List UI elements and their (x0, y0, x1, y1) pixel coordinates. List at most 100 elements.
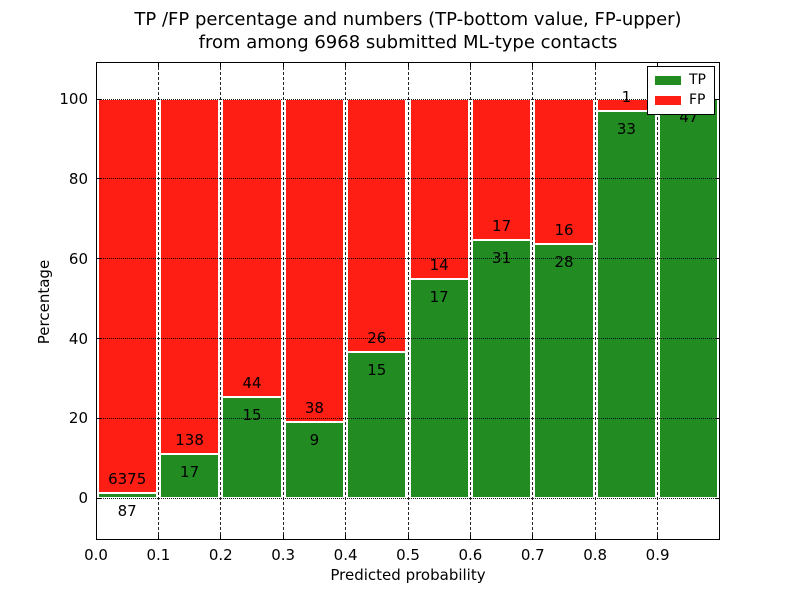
legend-entry-tp: TP (655, 72, 706, 89)
x-tick-mark (657, 62, 659, 67)
y-tick-mark (96, 497, 101, 499)
x-tick-mark (407, 535, 409, 540)
x-tick-mark (95, 62, 97, 67)
x-tick-mark (657, 535, 659, 540)
bar-label-tp: 28 (554, 253, 574, 272)
gridline-vertical (594, 62, 596, 540)
bar-segment-fp (471, 99, 532, 241)
legend-entry-fp: FP (655, 92, 706, 109)
legend: TP FP (647, 66, 715, 115)
bar-segment-tp (222, 396, 282, 499)
chart-title: TP /FP percentage and numbers (TP-bottom… (96, 8, 720, 54)
x-tick-mark (157, 535, 159, 540)
legend-swatch-tp-icon (655, 76, 681, 85)
x-tick-mark (469, 62, 471, 67)
x-tick-mark (532, 535, 534, 540)
gridline-horizontal (96, 98, 720, 100)
y-tick-label: 100 (59, 90, 88, 109)
y-tick-mark (715, 497, 720, 499)
bar-label-fp: 14 (429, 256, 449, 275)
y-tick-label: 60 (68, 249, 88, 268)
bar-segment-fp (159, 99, 220, 455)
gridline-horizontal (96, 497, 720, 499)
bar-segment-fp (409, 99, 469, 280)
x-tick-label: 0.7 (520, 546, 545, 564)
x-tick-label: 0.2 (208, 546, 233, 564)
bar-segment-tp (409, 279, 469, 499)
legend-label-tp: TP (689, 72, 706, 88)
bar-segment-fp (347, 99, 407, 353)
bar-segment-fp (534, 99, 594, 245)
bar-label-tp: 15 (367, 361, 387, 380)
y-tick-mark (96, 258, 101, 260)
y-tick-mark (96, 417, 101, 419)
gridline-vertical (532, 62, 534, 540)
bar-label-fp: 138 (175, 431, 204, 450)
x-tick-label: 0.6 (458, 546, 483, 564)
bar-segment-tp (596, 110, 657, 499)
y-tick-label: 0 (78, 489, 88, 508)
gridline-vertical (657, 62, 659, 540)
legend-label-fp: FP (689, 92, 706, 108)
x-tick-mark (282, 535, 284, 540)
y-tick-mark (715, 338, 720, 339)
x-tick-label: 0.0 (84, 546, 108, 564)
gridline-vertical (345, 62, 347, 540)
gridline-horizontal (96, 178, 720, 180)
y-tick-mark (715, 178, 720, 180)
y-tick-mark (96, 98, 101, 100)
gridline-horizontal (96, 258, 720, 260)
x-tick-mark (407, 62, 409, 67)
bar-label-tp: 33 (616, 119, 636, 138)
y-tick-mark (715, 417, 720, 419)
bar-label-fp: 44 (242, 373, 262, 392)
bar-label-fp: 26 (367, 329, 387, 348)
bar-label-tp: 15 (242, 405, 262, 424)
x-tick-mark (345, 62, 347, 67)
gridline-vertical (157, 62, 159, 540)
x-tick-mark (157, 62, 159, 67)
x-axis-label: Predicted probability (330, 566, 486, 584)
x-tick-mark (220, 535, 222, 540)
y-tick-label: 20 (68, 409, 88, 428)
bar-label-fp: 17 (492, 217, 512, 236)
gridline-horizontal (96, 417, 720, 419)
x-tick-mark (594, 535, 596, 540)
x-tick-label: 0.5 (396, 546, 420, 564)
bar-segment-tp (534, 244, 594, 499)
bar-label-fp: 38 (304, 398, 324, 417)
bar-label-tp: 17 (429, 288, 449, 307)
x-tick-label: 0.9 (645, 546, 670, 564)
y-axis-label: Percentage (35, 259, 53, 345)
chart-title-line1: TP /FP percentage and numbers (TP-bottom… (134, 9, 682, 30)
y-tick-mark (96, 338, 101, 339)
gridline-vertical (469, 62, 471, 540)
bar-segment-tp (659, 99, 719, 499)
bar-label-fp: 1 (621, 87, 632, 106)
x-tick-mark (220, 62, 222, 67)
bar-segment-fp (97, 99, 157, 493)
gridline-vertical (220, 62, 222, 540)
y-tick-mark (715, 98, 720, 100)
x-tick-label: 0.8 (583, 546, 608, 564)
gridline-horizontal (96, 338, 720, 339)
bar-label-tp: 31 (492, 249, 512, 268)
x-tick-mark (95, 535, 97, 540)
y-tick-label: 80 (68, 169, 88, 188)
x-tick-mark (532, 62, 534, 67)
x-tick-label: 0.3 (271, 546, 296, 564)
legend-swatch-fp-icon (655, 96, 681, 105)
chart-title-line2: from among 6968 submitted ML-type contac… (198, 32, 618, 53)
bar-segment-tp (284, 421, 345, 499)
bar-segment-tp (471, 240, 532, 499)
x-tick-label: 0.4 (333, 546, 358, 564)
y-tick-label: 40 (68, 329, 88, 348)
gridline-vertical (282, 62, 284, 540)
x-tick-mark (469, 535, 471, 540)
y-tick-mark (715, 258, 720, 260)
bar-label-fp: 6375 (108, 469, 147, 488)
bar-label-tp: 17 (180, 463, 200, 482)
y-tick-mark (96, 178, 101, 180)
x-tick-mark (345, 535, 347, 540)
